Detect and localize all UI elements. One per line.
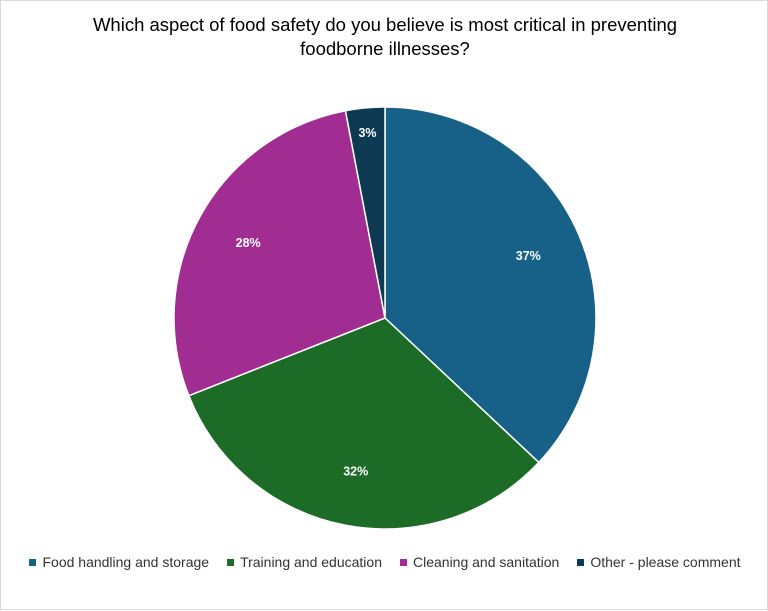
legend-swatch [399, 558, 407, 566]
legend-label: Cleaning and sanitation [412, 554, 560, 570]
legend-item-other: Other - please comment [577, 554, 741, 570]
pie-label-cleaning: 28% [236, 236, 261, 250]
legend-swatch [227, 558, 235, 566]
legend-label: Other - please comment [590, 554, 741, 570]
pie-slice-food-handling [384, 106, 597, 464]
pie-label-food-handling: 37% [516, 249, 541, 263]
pie-label-other: 3% [358, 126, 376, 140]
pie-labels: 37% 32% 28% 3% [236, 126, 541, 478]
pie-slices [173, 106, 597, 530]
pie-slice-other [344, 106, 386, 319]
legend-label: Food handling and storage [42, 554, 210, 570]
legend-label: Training and education [240, 554, 382, 570]
pie-slice-cleaning [173, 109, 386, 397]
legend-item-training: Training and education [227, 554, 382, 570]
pie-label-training: 32% [343, 464, 368, 478]
legend: Food handling and storage Training and e… [1, 554, 768, 570]
legend-item-food-handling: Food handling and storage [29, 554, 209, 570]
legend-swatch [577, 558, 585, 566]
pie-slice-training [187, 317, 540, 530]
legend-swatch [29, 558, 37, 566]
chart-title: Which aspect of food safety do you belie… [92, 14, 678, 59]
legend-item-cleaning: Cleaning and sanitation [399, 554, 560, 570]
